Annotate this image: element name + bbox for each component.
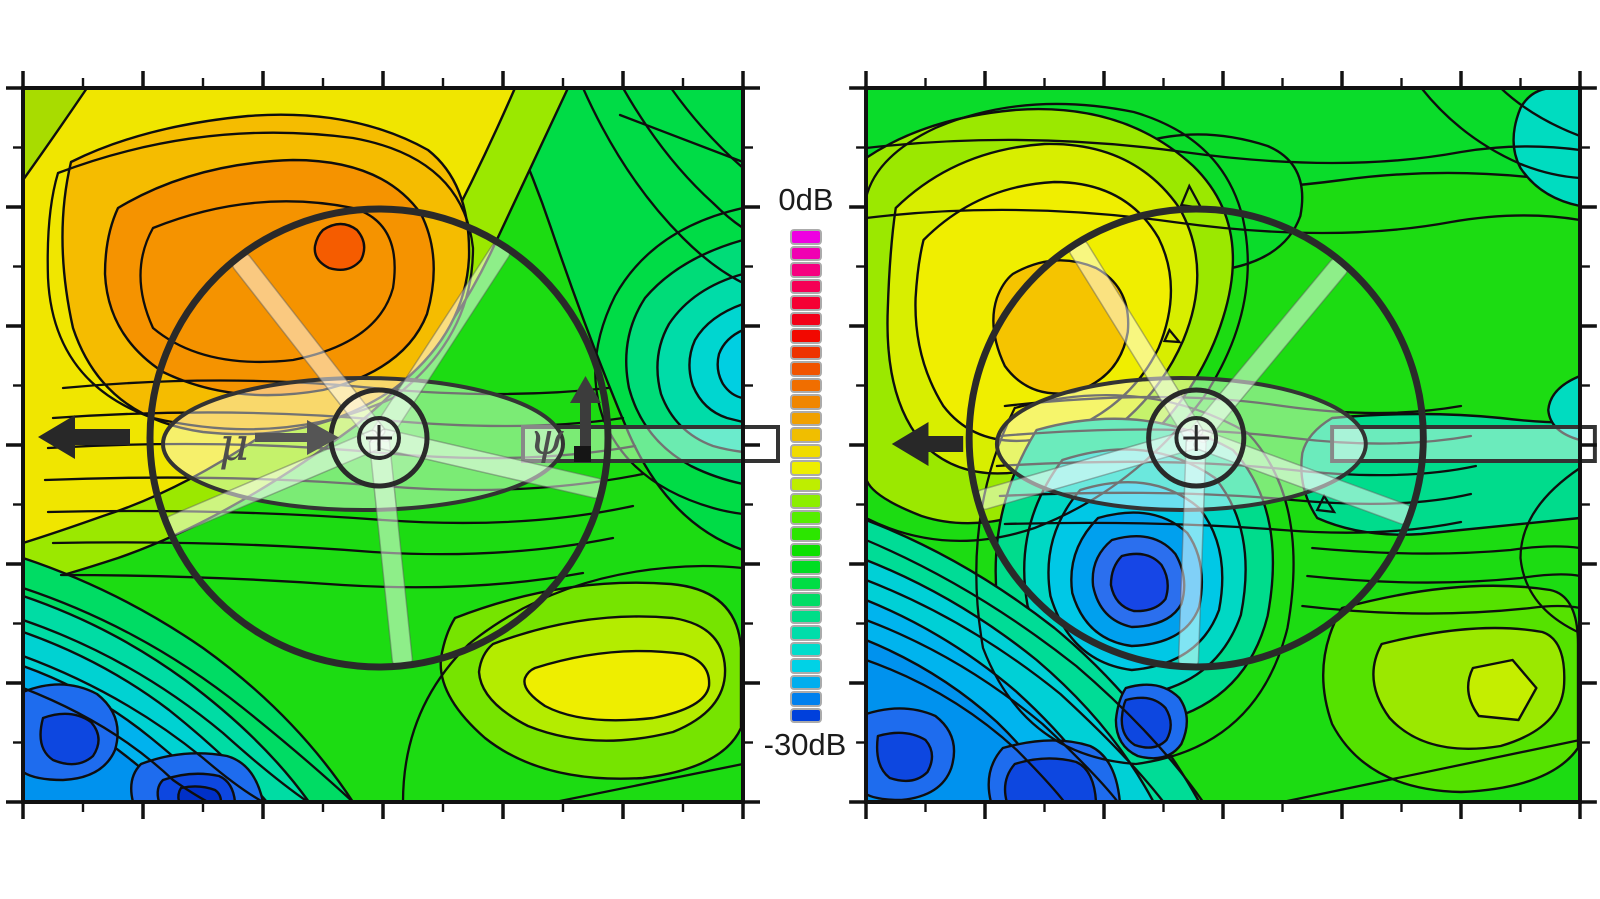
colorbar-min-label: -30dB [763,727,847,762]
contour-glyph [1315,493,1337,514]
rotor-disk-circle [965,205,1427,671]
colorbar-max-label: 0dB [778,182,834,217]
colorbar-level-28 [790,691,822,707]
contour-glyph [1162,327,1182,344]
rotor-hub [1146,387,1247,489]
right-contour-plot [849,71,1597,819]
colorbar-level-19 [790,542,822,558]
colorbar-level-23 [790,608,822,624]
colorbar-level-6 [790,328,822,344]
helicopter-overlay: μ ψ [38,205,780,671]
colorbar-level-11 [790,410,822,426]
colorbar-level-16 [790,493,822,509]
colorbar-level-25 [790,641,822,657]
colorbar-level-21 [790,575,822,591]
mu-label: μ [219,417,249,471]
colorbar-level-3 [790,278,822,294]
colorbar-level-26 [790,658,822,674]
plot-frame [21,86,745,804]
colorbar-level-9 [790,377,822,393]
tail-boom [521,425,780,463]
left-contour-plot: μ ψ [6,71,780,819]
flight-direction-arrow-icon [38,415,130,459]
colorbar-level-4 [790,295,822,311]
left-plot-container: μ ψ [6,71,780,819]
colorbar-level-10 [790,394,822,410]
psi-up-arrow-icon [570,376,601,462]
colorbar-level-13 [790,443,822,459]
flight-direction-arrow-icon [891,422,964,466]
colorbar-level-12 [790,427,822,443]
colorbar-level-1 [790,245,822,261]
colorbar-level-22 [790,592,822,608]
colorbar-level-24 [790,625,822,641]
mu-right-arrow-icon [255,420,339,455]
rotor-hub [328,387,430,489]
right-plot-container [849,71,1597,819]
tail-boom [1330,425,1597,463]
colorbar [790,229,822,723]
rotor-disk-circle [146,205,612,671]
colorbar-level-15 [790,476,822,492]
colorbar-level-29 [790,707,822,723]
colorbar-level-18 [790,526,822,542]
colorbar-level-14 [790,460,822,476]
colorbar-level-7 [790,344,822,360]
colorbar-level-20 [790,559,822,575]
colorbar-level-2 [790,262,822,278]
colorbar-level-8 [790,361,822,377]
colorbar-level-5 [790,311,822,327]
plot-frame [864,86,1582,804]
colorbar-level-17 [790,509,822,525]
colorbar-level-27 [790,674,822,690]
psi-label: ψ [529,414,564,465]
colorbar-level-0 [790,229,822,245]
rotor-blades [976,240,1412,667]
